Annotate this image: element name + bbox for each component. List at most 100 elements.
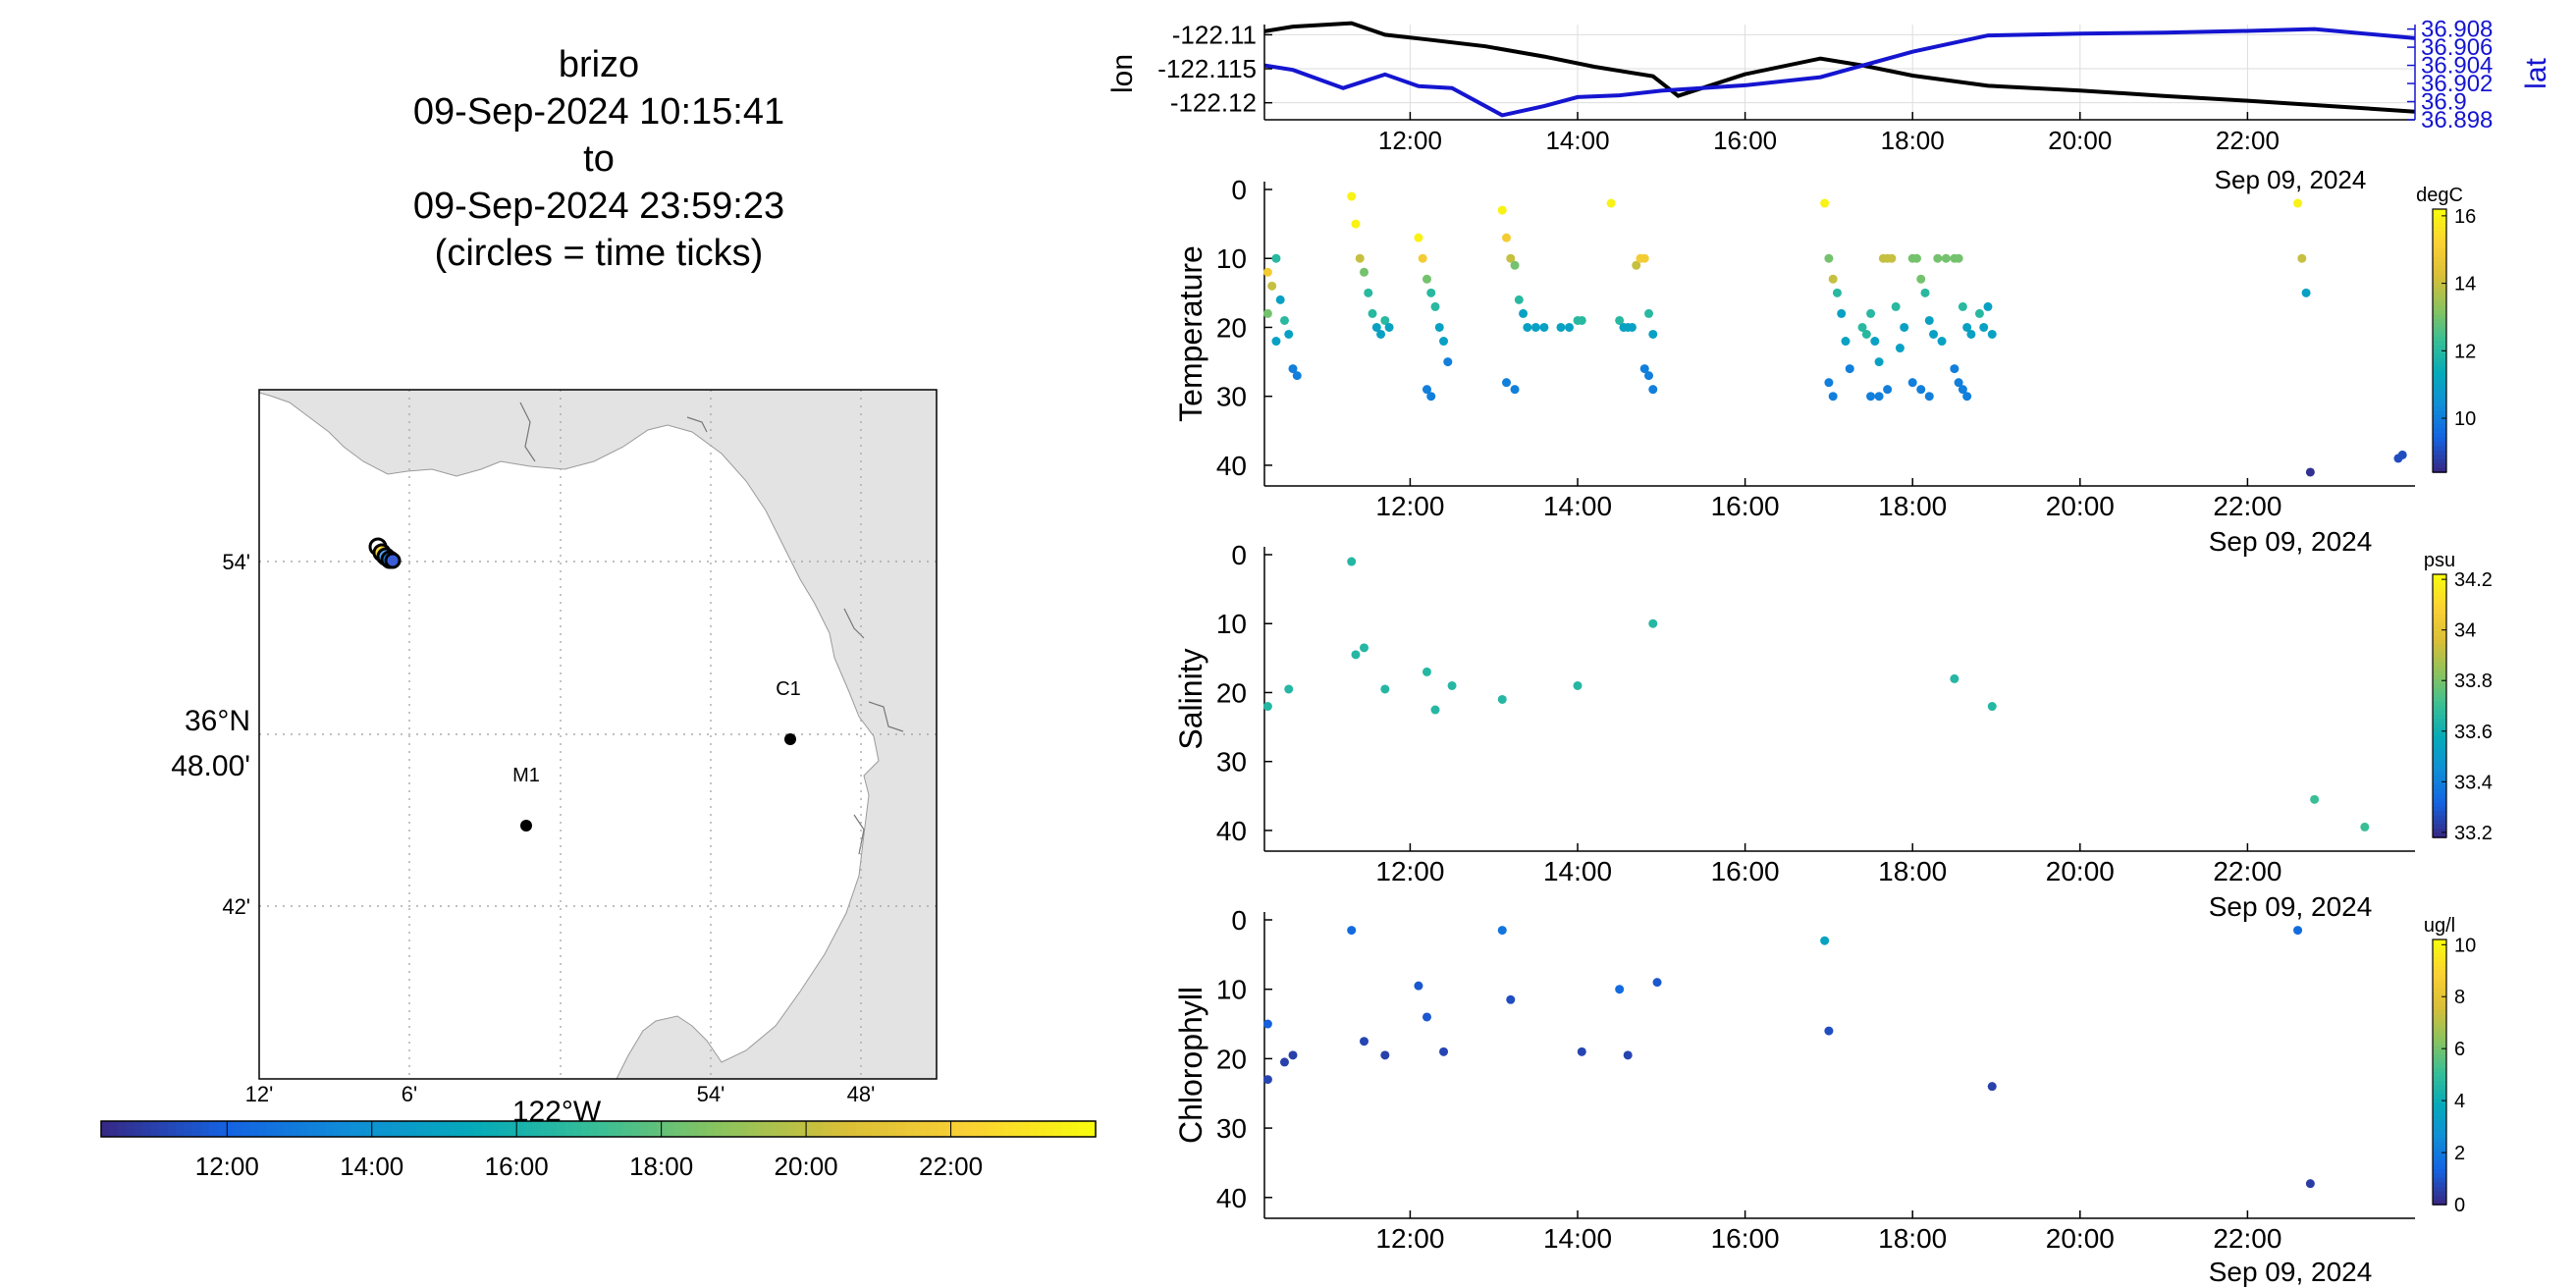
lat-tick-label: 54' xyxy=(222,550,250,574)
data-point xyxy=(1497,926,1507,936)
colorbar-cell xyxy=(2433,270,2446,276)
colorbar-cell xyxy=(2433,458,2446,464)
colorbar-cell xyxy=(2433,380,2446,386)
colorbar-cell xyxy=(2433,723,2446,729)
colorbar-cell xyxy=(680,1121,691,1137)
colorbar-cell xyxy=(2433,749,2446,755)
colorbar-cell xyxy=(482,1121,492,1137)
data-point xyxy=(1418,253,1427,263)
colorbar-cell xyxy=(333,1121,343,1137)
colorbar-cell xyxy=(2433,1010,2446,1016)
data-point xyxy=(1262,702,1272,712)
x-tick-label: 12:00 xyxy=(1378,126,1442,155)
colorbar-cell xyxy=(2433,736,2446,742)
y-tick-label: -122.12 xyxy=(1170,88,1257,118)
data-point xyxy=(1966,329,1976,339)
colorbar-cell xyxy=(880,1121,889,1137)
data-point xyxy=(1632,260,1641,270)
colorbar-cell xyxy=(863,1121,873,1137)
colorbar-cell xyxy=(2433,979,2446,985)
data-point xyxy=(1606,198,1616,208)
y-tick-label: 40 xyxy=(1216,816,1247,846)
data-point xyxy=(1644,371,1654,381)
colorbar-cell xyxy=(2433,1134,2446,1140)
data-point xyxy=(1874,392,1884,402)
colorbar-cell xyxy=(2433,975,2446,981)
data-point xyxy=(1941,253,1951,263)
data-point xyxy=(1447,680,1457,690)
data-point xyxy=(2293,198,2303,208)
data-point xyxy=(1820,198,1830,208)
colorbar-cell xyxy=(2433,341,2446,347)
colorbar-cell xyxy=(573,1121,583,1137)
time-colorbar-ticks: 12:00 14:00 16:00 18:00 20:00 22:00 xyxy=(195,1121,983,1181)
data-point xyxy=(1958,301,1967,311)
data-point xyxy=(1514,295,1524,304)
colorbar-cell xyxy=(2433,1173,2446,1179)
colorbar-cell xyxy=(2433,740,2446,746)
colorbar-cell xyxy=(258,1121,268,1137)
colorbar-cell xyxy=(2433,996,2446,1002)
colorbar-cell xyxy=(2433,1067,2446,1073)
data-point xyxy=(1950,364,1959,374)
y-tick-label: -122.115 xyxy=(1157,54,1257,83)
data-point xyxy=(1267,281,1277,291)
data-point xyxy=(1652,978,1662,988)
data-point xyxy=(1648,329,1658,339)
colorbar-cell xyxy=(938,1121,947,1137)
data-point xyxy=(1380,1050,1390,1060)
colorbar-cell xyxy=(208,1121,218,1137)
colorbar-cell xyxy=(191,1121,202,1137)
colorbar-cell xyxy=(2433,609,2446,615)
data-point xyxy=(1907,378,1917,388)
colorbar-cell xyxy=(2433,640,2446,646)
x-tick-label: 18:00 xyxy=(1878,856,1947,886)
colorbar-cell xyxy=(2433,1085,2446,1091)
colorbar-cell xyxy=(2433,754,2446,760)
data-point xyxy=(1539,322,1549,332)
data-point xyxy=(1262,1075,1272,1085)
data-point xyxy=(2397,450,2407,459)
colorbar-cell xyxy=(2433,706,2446,712)
colorbar-cell xyxy=(672,1121,682,1137)
y-tick-label: 30 xyxy=(1216,382,1247,412)
colorbar-cell xyxy=(292,1121,301,1137)
colorbar-cell xyxy=(540,1121,550,1137)
colorbar-cell xyxy=(441,1121,451,1137)
colorbar-cell xyxy=(2433,432,2446,439)
colorbar-cell xyxy=(2433,279,2446,285)
data-point xyxy=(1857,322,1867,332)
colorbar-cell xyxy=(341,1121,351,1137)
colorbar-cell xyxy=(266,1121,277,1137)
data-point xyxy=(1376,329,1386,339)
colorbar-cell xyxy=(2433,644,2446,650)
colorbar-cell xyxy=(872,1121,882,1137)
x-tick-label: 20:00 xyxy=(2046,856,2115,886)
colorbar-cell xyxy=(2433,406,2446,412)
colorbar-cell xyxy=(788,1121,798,1137)
colorbar-cell xyxy=(2433,666,2446,672)
colorbar-cell xyxy=(150,1121,160,1137)
colorbar-cell xyxy=(631,1121,641,1137)
colorbar-cell xyxy=(2433,688,2446,694)
colorbar-cell xyxy=(2433,614,2446,619)
colorbar-cell xyxy=(971,1121,981,1137)
data-point xyxy=(1828,392,1838,402)
colorbar-cell xyxy=(739,1121,749,1137)
x-tick-label: 18:00 xyxy=(1878,491,1947,521)
colorbar-cell xyxy=(896,1121,906,1137)
colorbar-cell xyxy=(2433,305,2446,311)
data-points xyxy=(1262,926,2315,1189)
colorbar-cell xyxy=(2433,648,2446,655)
colorbar-cell xyxy=(2433,701,2446,707)
lat-center-label: 36°N xyxy=(185,705,250,737)
colorbar-cell xyxy=(2433,1063,2446,1069)
colorbar-cell xyxy=(2433,213,2446,219)
colorbar-cell xyxy=(2433,357,2446,364)
data-point xyxy=(1506,253,1516,263)
title-line: brizo xyxy=(558,44,640,85)
colorbar-cell xyxy=(2433,617,2446,623)
y-tick-label: 20 xyxy=(1216,312,1247,343)
colorbar-cell xyxy=(2433,414,2446,421)
